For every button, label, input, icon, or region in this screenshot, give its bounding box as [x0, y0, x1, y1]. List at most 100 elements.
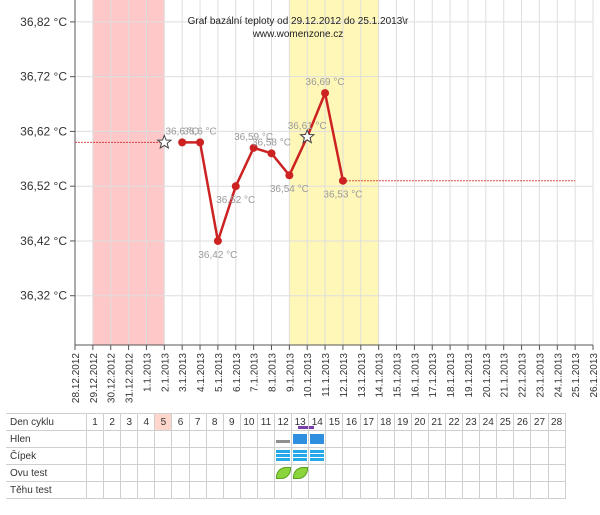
- cycle-cell[interactable]: [291, 447, 310, 465]
- cycle-cell[interactable]: [103, 447, 122, 465]
- cycle-cell[interactable]: [120, 481, 139, 499]
- cycle-cell[interactable]: [393, 481, 412, 499]
- cycle-cell[interactable]: [376, 447, 395, 465]
- cycle-cell[interactable]: [154, 430, 173, 448]
- cycle-cell[interactable]: [410, 430, 429, 448]
- cycle-cell[interactable]: [103, 481, 122, 499]
- cycle-cell[interactable]: [359, 464, 378, 482]
- cycle-cell[interactable]: [239, 430, 258, 448]
- cycle-cell[interactable]: [205, 481, 224, 499]
- cycle-cell[interactable]: [291, 464, 310, 482]
- cycle-cell[interactable]: [513, 447, 532, 465]
- cycle-cell[interactable]: [256, 481, 276, 499]
- cycle-cell[interactable]: [444, 430, 464, 448]
- cycle-cell[interactable]: [376, 464, 395, 482]
- cycle-cell[interactable]: [120, 430, 139, 448]
- cycle-cell[interactable]: [188, 430, 207, 448]
- cycle-cell[interactable]: [137, 430, 156, 448]
- cycle-cell[interactable]: [274, 430, 293, 448]
- cycle-cell[interactable]: [342, 481, 361, 499]
- cycle-cell[interactable]: [444, 464, 464, 482]
- cycle-cell[interactable]: [427, 447, 446, 465]
- cycle-cell[interactable]: [171, 481, 190, 499]
- cycle-cell[interactable]: [188, 464, 207, 482]
- cycle-cell[interactable]: [239, 447, 258, 465]
- cycle-cell[interactable]: [479, 447, 498, 465]
- cycle-cell[interactable]: [444, 447, 464, 465]
- cycle-cell[interactable]: [137, 447, 156, 465]
- cycle-cell[interactable]: [547, 464, 566, 482]
- cycle-cell[interactable]: [222, 464, 241, 482]
- cycle-cell[interactable]: [530, 464, 549, 482]
- cycle-cell[interactable]: [393, 447, 412, 465]
- cycle-cell[interactable]: [222, 430, 241, 448]
- cycle-cell[interactable]: [222, 481, 241, 499]
- cycle-cell[interactable]: [496, 430, 515, 448]
- cycle-cell[interactable]: [462, 481, 481, 499]
- cycle-cell[interactable]: [308, 464, 327, 482]
- cycle-cell[interactable]: [513, 481, 532, 499]
- cycle-cell[interactable]: [274, 464, 293, 482]
- cycle-cell[interactable]: [85, 447, 105, 465]
- cycle-cell[interactable]: [274, 481, 293, 499]
- cycle-cell[interactable]: [308, 481, 327, 499]
- cycle-cell[interactable]: [479, 430, 498, 448]
- cycle-cell[interactable]: [85, 464, 105, 482]
- cycle-cell[interactable]: [222, 447, 241, 465]
- cycle-cell[interactable]: [256, 430, 276, 448]
- cycle-cell[interactable]: [154, 481, 173, 499]
- cycle-cell[interactable]: [376, 430, 395, 448]
- cycle-cell[interactable]: [171, 430, 190, 448]
- cycle-cell[interactable]: [496, 447, 515, 465]
- cycle-cell[interactable]: [325, 430, 344, 448]
- cycle-cell[interactable]: [410, 464, 429, 482]
- cycle-cell[interactable]: [137, 481, 156, 499]
- cycle-cell[interactable]: [462, 447, 481, 465]
- cycle-cell[interactable]: [239, 481, 258, 499]
- cycle-cell[interactable]: [171, 447, 190, 465]
- cycle-cell[interactable]: [530, 447, 549, 465]
- cycle-cell[interactable]: [547, 430, 566, 448]
- cycle-cell[interactable]: [120, 464, 139, 482]
- cycle-cell[interactable]: [137, 464, 156, 482]
- cycle-cell[interactable]: [496, 464, 515, 482]
- cycle-cell[interactable]: [462, 464, 481, 482]
- cycle-cell[interactable]: [427, 430, 446, 448]
- cycle-cell[interactable]: [239, 464, 258, 482]
- cycle-cell[interactable]: [256, 464, 276, 482]
- cycle-cell[interactable]: [85, 481, 105, 499]
- cycle-cell[interactable]: [427, 464, 446, 482]
- cycle-cell[interactable]: [513, 464, 532, 482]
- cycle-cell[interactable]: [376, 481, 395, 499]
- cycle-cell[interactable]: [308, 430, 327, 448]
- cycle-cell[interactable]: [325, 464, 344, 482]
- cycle-cell[interactable]: [444, 481, 464, 499]
- cycle-cell[interactable]: [547, 481, 566, 499]
- cycle-cell[interactable]: [205, 430, 224, 448]
- cycle-cell[interactable]: [393, 430, 412, 448]
- cycle-cell[interactable]: [291, 430, 310, 448]
- cycle-cell[interactable]: [479, 464, 498, 482]
- cycle-cell[interactable]: [325, 447, 344, 465]
- cycle-cell[interactable]: [462, 430, 481, 448]
- cycle-cell[interactable]: [103, 430, 122, 448]
- cycle-cell[interactable]: [342, 464, 361, 482]
- cycle-cell[interactable]: [154, 464, 173, 482]
- cycle-cell[interactable]: [496, 481, 515, 499]
- cycle-cell[interactable]: [410, 447, 429, 465]
- cycle-cell[interactable]: [308, 447, 327, 465]
- cycle-cell[interactable]: [393, 464, 412, 482]
- cycle-cell[interactable]: [120, 447, 139, 465]
- cycle-cell[interactable]: [274, 447, 293, 465]
- cycle-cell[interactable]: [410, 481, 429, 499]
- cycle-cell[interactable]: [291, 481, 310, 499]
- cycle-cell[interactable]: [256, 447, 276, 465]
- cycle-cell[interactable]: [359, 430, 378, 448]
- cycle-cell[interactable]: [547, 447, 566, 465]
- cycle-cell[interactable]: [359, 447, 378, 465]
- cycle-cell[interactable]: [513, 430, 532, 448]
- cycle-cell[interactable]: [205, 464, 224, 482]
- cycle-cell[interactable]: [359, 481, 378, 499]
- cycle-cell[interactable]: [342, 430, 361, 448]
- cycle-cell[interactable]: [479, 481, 498, 499]
